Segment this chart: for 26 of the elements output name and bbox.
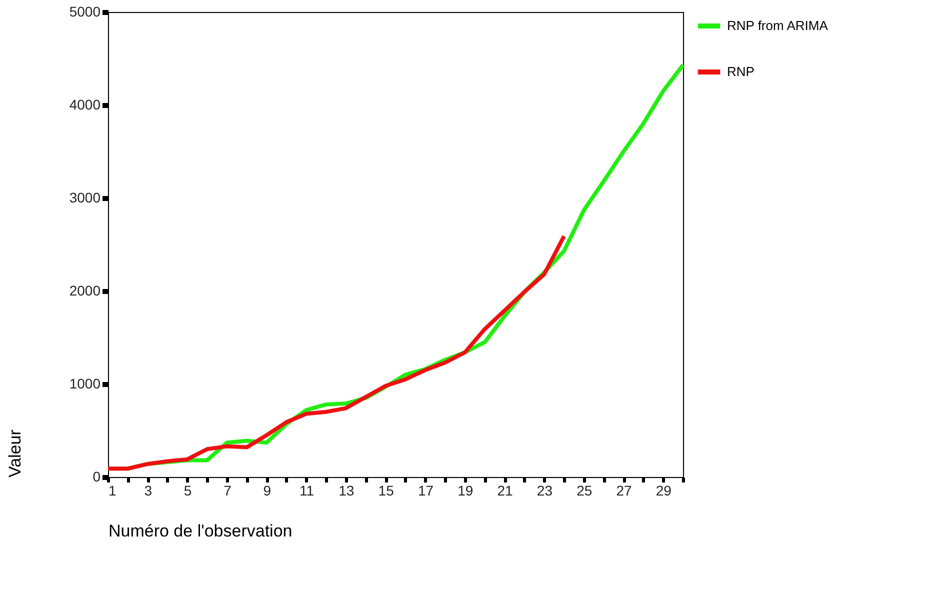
x-tick-label: 7	[224, 482, 232, 498]
y-tick-label: 5000	[69, 4, 101, 20]
legend-label: RNP	[727, 64, 754, 79]
x-tick-label: 3	[144, 482, 152, 498]
x-tick-label: 15	[378, 482, 394, 498]
legend-label: RNP from ARIMA	[727, 18, 828, 33]
x-tick-label: 25	[576, 482, 592, 498]
x-tick-label: 9	[263, 482, 272, 498]
y-tick-label: 4000	[69, 96, 101, 112]
y-axis-title: Valeur	[5, 429, 24, 478]
x-tick-label: 5	[184, 482, 192, 498]
x-tick-label: 11	[300, 482, 314, 498]
x-tick-label: 1	[108, 482, 116, 498]
x-axis-title: Numéro de l'observation	[108, 522, 292, 540]
x-tick-label: 29	[656, 482, 672, 498]
x-tick-label: 13	[338, 482, 354, 498]
y-tick-label: 0	[92, 468, 101, 484]
y-tick-label: 1000	[69, 376, 101, 392]
line-series	[106, 234, 566, 471]
x-tick-label: 27	[616, 482, 632, 498]
y-tick-label: 3000	[69, 190, 101, 206]
x-tick-label: 23	[536, 482, 553, 498]
x-tick-label: 21	[497, 482, 514, 498]
y-tick-label: 2000	[69, 282, 101, 298]
x-tick-label: 17	[418, 482, 434, 498]
x-tick-label: 19	[458, 482, 474, 498]
